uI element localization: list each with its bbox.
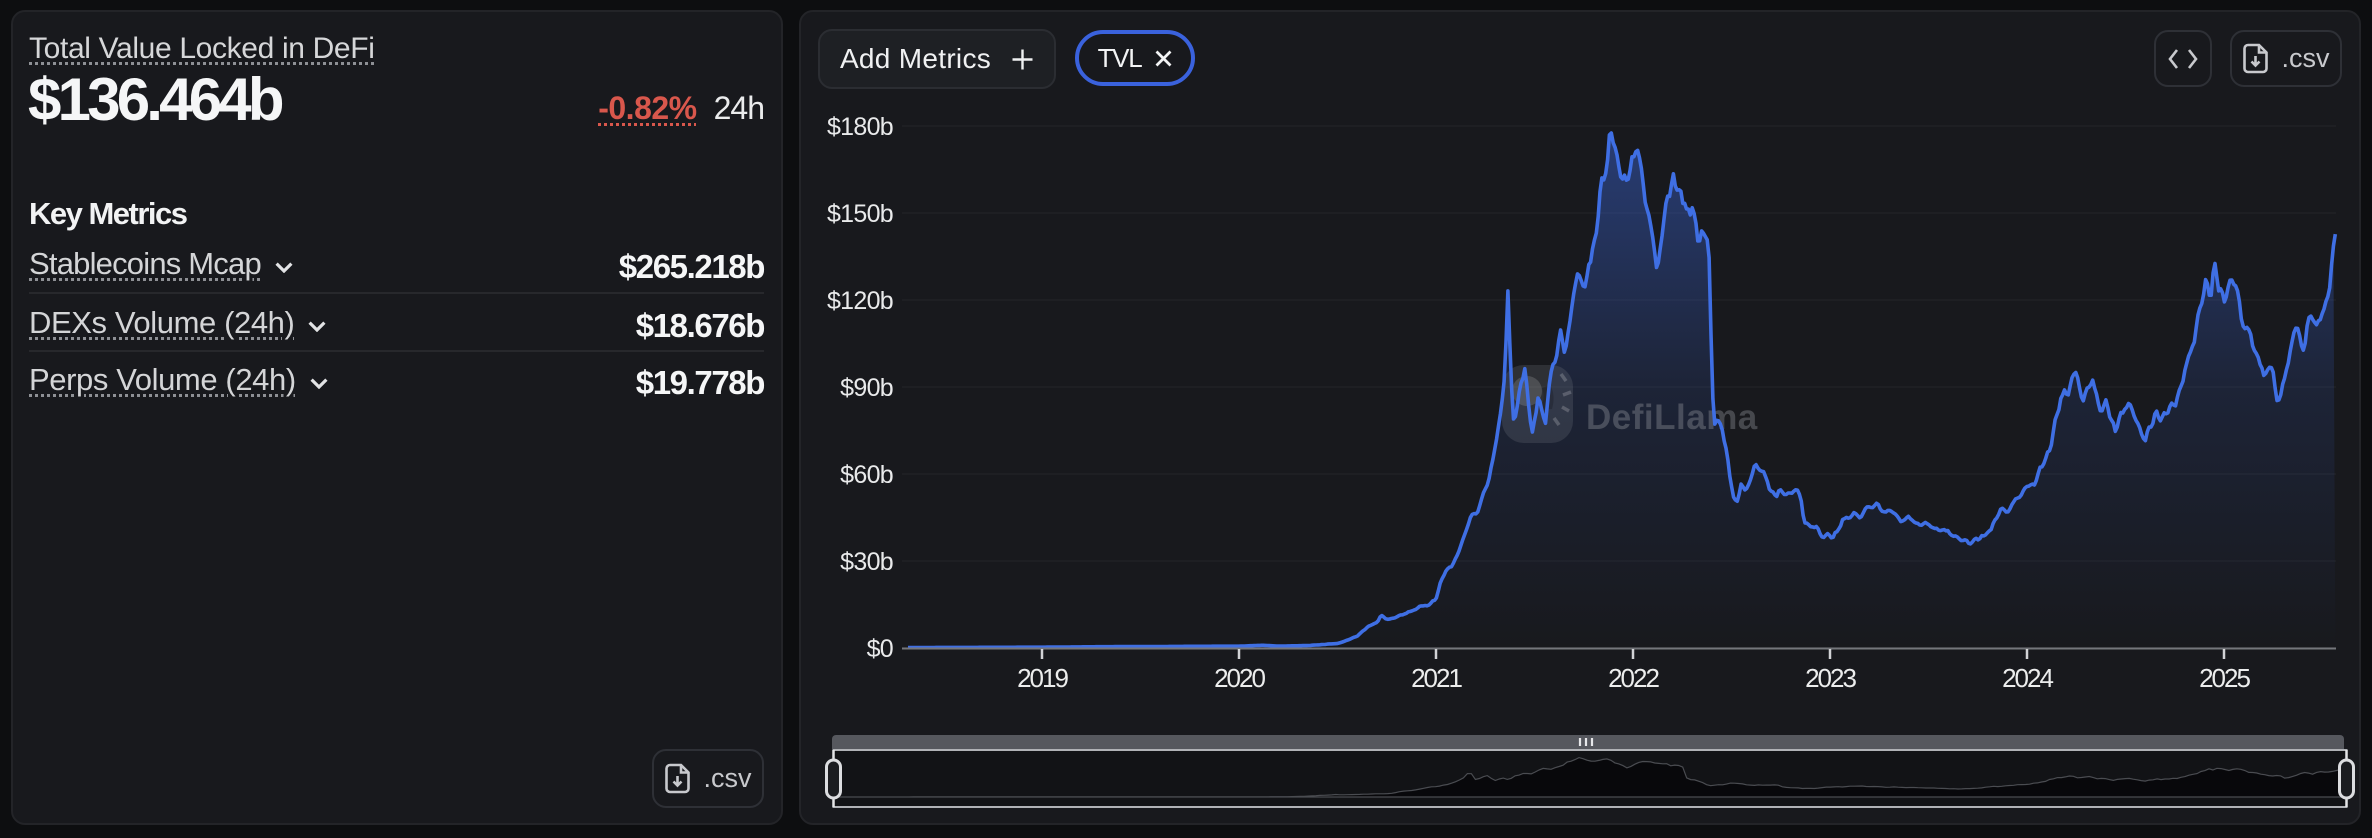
- svg-text:DefiLlama: DefiLlama: [1586, 398, 1758, 437]
- svg-text:$150b: $150b: [827, 200, 893, 228]
- svg-text:2019: 2019: [1017, 663, 1068, 693]
- svg-text:2025: 2025: [2199, 663, 2250, 693]
- svg-text:$90b: $90b: [840, 374, 893, 402]
- svg-text:2022: 2022: [1608, 663, 1659, 693]
- svg-text:$0: $0: [867, 635, 893, 663]
- svg-text:$180b: $180b: [827, 113, 893, 141]
- svg-text:2021: 2021: [1411, 663, 1462, 693]
- svg-text:$30b: $30b: [840, 548, 893, 576]
- svg-text:2024: 2024: [2002, 663, 2053, 693]
- svg-text:2020: 2020: [1214, 663, 1265, 693]
- svg-text:$120b: $120b: [827, 287, 893, 315]
- svg-text:2023: 2023: [1805, 663, 1856, 693]
- svg-text:$60b: $60b: [840, 461, 893, 489]
